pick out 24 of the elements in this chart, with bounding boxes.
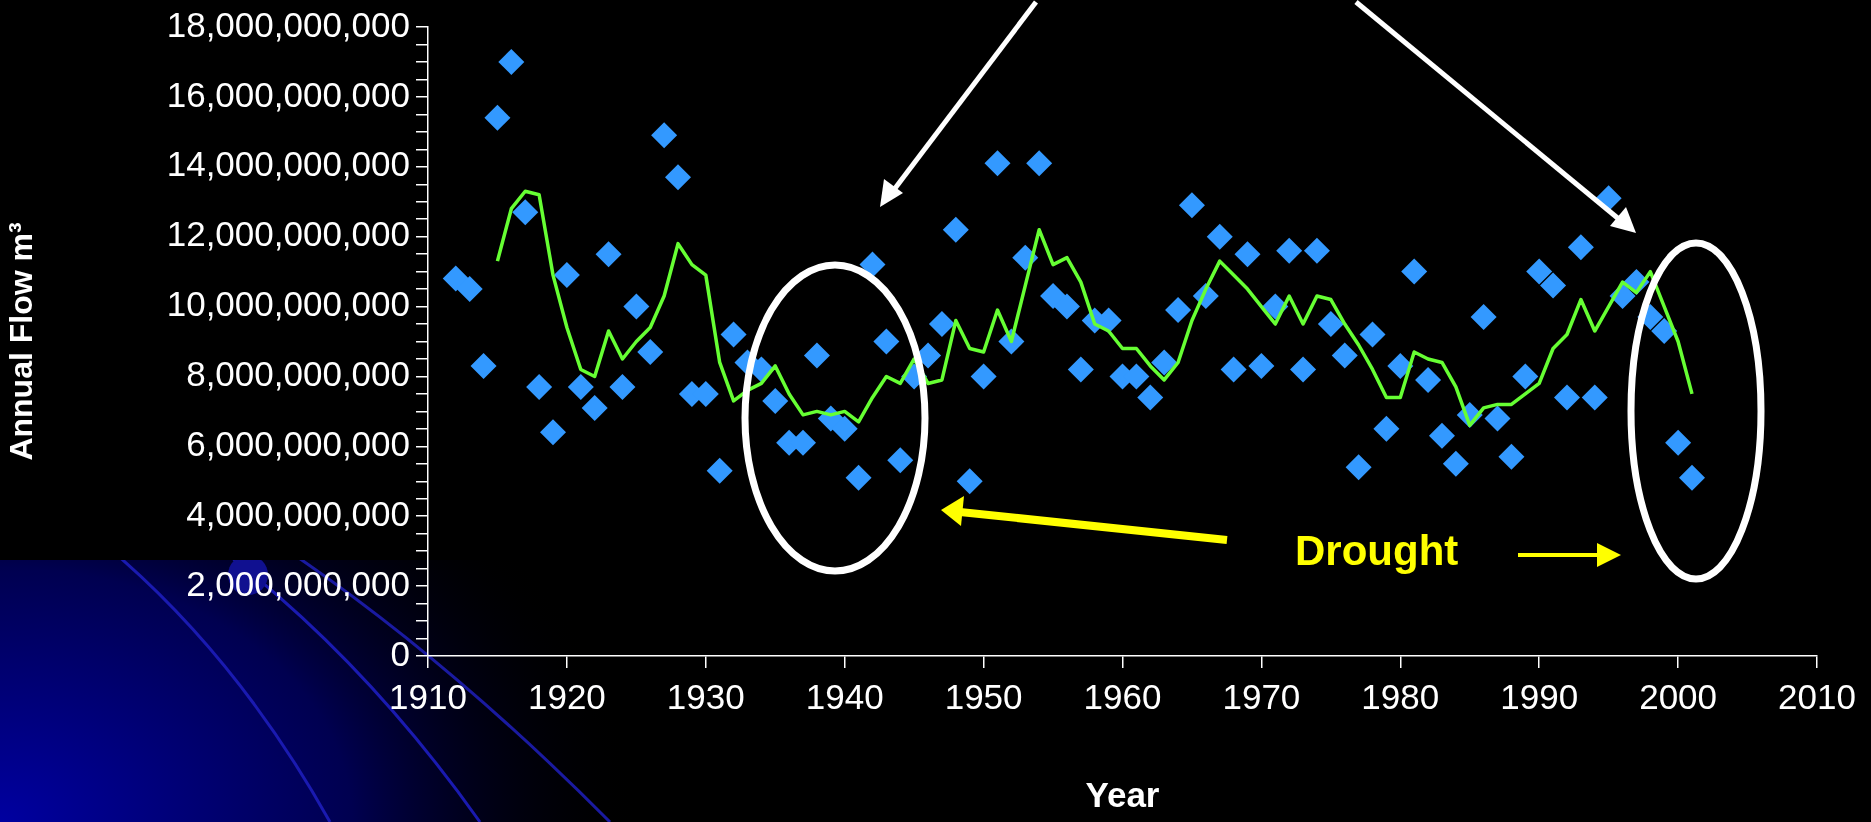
y-tick-label: 12,000,000,000 xyxy=(166,214,410,254)
x-tick-label: 1950 xyxy=(944,676,1023,716)
y-tick-label: 14,000,000,000 xyxy=(166,144,410,184)
x-tick-label: 1930 xyxy=(666,676,745,716)
y-tick-label: 16,000,000,000 xyxy=(166,74,410,114)
x-tick-label: 1970 xyxy=(1222,676,1301,716)
x-tick-label: 1920 xyxy=(527,676,606,716)
x-tick-label: 1990 xyxy=(1500,676,1579,716)
x-tick-label: 1910 xyxy=(389,676,467,716)
y-tick-label: 2,000,000,000 xyxy=(186,563,410,603)
x-tick-label: 2010 xyxy=(1778,676,1856,716)
x-tick-label: 1940 xyxy=(805,676,884,716)
x-tick-label: 2000 xyxy=(1639,676,1718,716)
y-tick-label: 8,000,000,000 xyxy=(186,354,410,394)
x-axis-title: Year xyxy=(1085,774,1160,814)
y-tick-label: 4,000,000,000 xyxy=(186,493,410,533)
x-tick-label: 1960 xyxy=(1083,676,1162,716)
x-tick-label: 1980 xyxy=(1361,676,1440,716)
annotation: Drought xyxy=(1295,527,1459,575)
y-tick-label: 6,000,000,000 xyxy=(186,423,410,463)
y-tick-label: 0 xyxy=(390,633,410,673)
y-tick-label: 18,000,000,000 xyxy=(166,4,410,44)
y-axis-title: Annual Flow m³ xyxy=(3,222,40,461)
y-tick-label: 10,000,000,000 xyxy=(166,284,410,324)
